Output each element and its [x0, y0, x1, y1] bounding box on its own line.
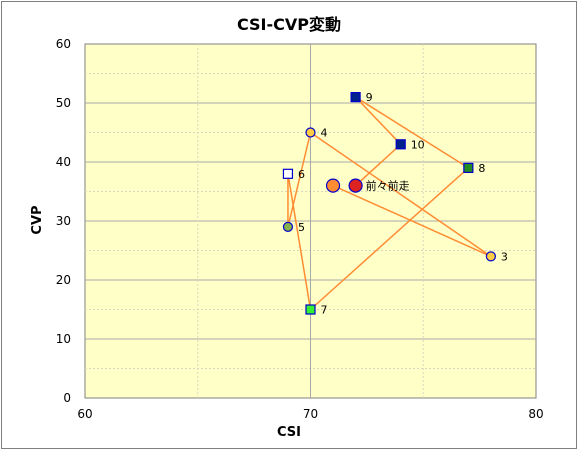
point-label: 8 [478, 162, 485, 175]
x-tick-label: 60 [77, 407, 92, 421]
y-tick-label: 30 [56, 214, 71, 228]
y-axis-label: CVP [30, 205, 45, 235]
data-point [282, 168, 294, 179]
point-label: 9 [366, 91, 373, 104]
y-tick-label: 20 [56, 273, 71, 287]
data-point [305, 304, 316, 315]
y-tick-label: 60 [56, 37, 71, 51]
point-labels: 3 4 5 6 7 8 9 10 前々前走 [298, 91, 508, 316]
x-axis-label: CSI [277, 425, 301, 440]
x-tick-label: 80 [528, 407, 543, 421]
y-tick-label: 0 [63, 391, 71, 405]
point-label: 前々前走 [366, 179, 410, 193]
data-points [282, 91, 496, 315]
data-point [348, 178, 363, 193]
point-label: 4 [321, 127, 328, 140]
chart-title: CSI-CVP変動 [236, 15, 341, 34]
series-segment [287, 132, 312, 228]
series-segment [355, 96, 402, 145]
data-point [325, 178, 341, 193]
series-segment [355, 143, 402, 187]
series-segment [309, 167, 469, 311]
series-segment [355, 96, 469, 169]
y-tick-label: 50 [56, 96, 71, 110]
data-point [282, 221, 294, 232]
point-label: 7 [321, 304, 328, 317]
y-tick-label: 40 [56, 155, 71, 169]
data-point [395, 139, 406, 150]
tick-labels: 0 10 20 30 40 50 60 60 70 80 [56, 37, 544, 421]
series-segment [287, 173, 312, 310]
point-label: 3 [501, 250, 508, 263]
y-tick-label: 10 [56, 332, 71, 346]
series-line [287, 96, 492, 311]
data-point [463, 162, 474, 173]
series-segment [310, 131, 492, 258]
point-label: 5 [298, 221, 305, 234]
data-point [485, 251, 496, 262]
x-tick-label: 70 [303, 407, 318, 421]
data-point [305, 127, 316, 138]
point-label: 6 [298, 168, 305, 181]
point-label: 10 [411, 138, 425, 151]
data-point [350, 91, 361, 103]
series-segment [332, 184, 492, 258]
